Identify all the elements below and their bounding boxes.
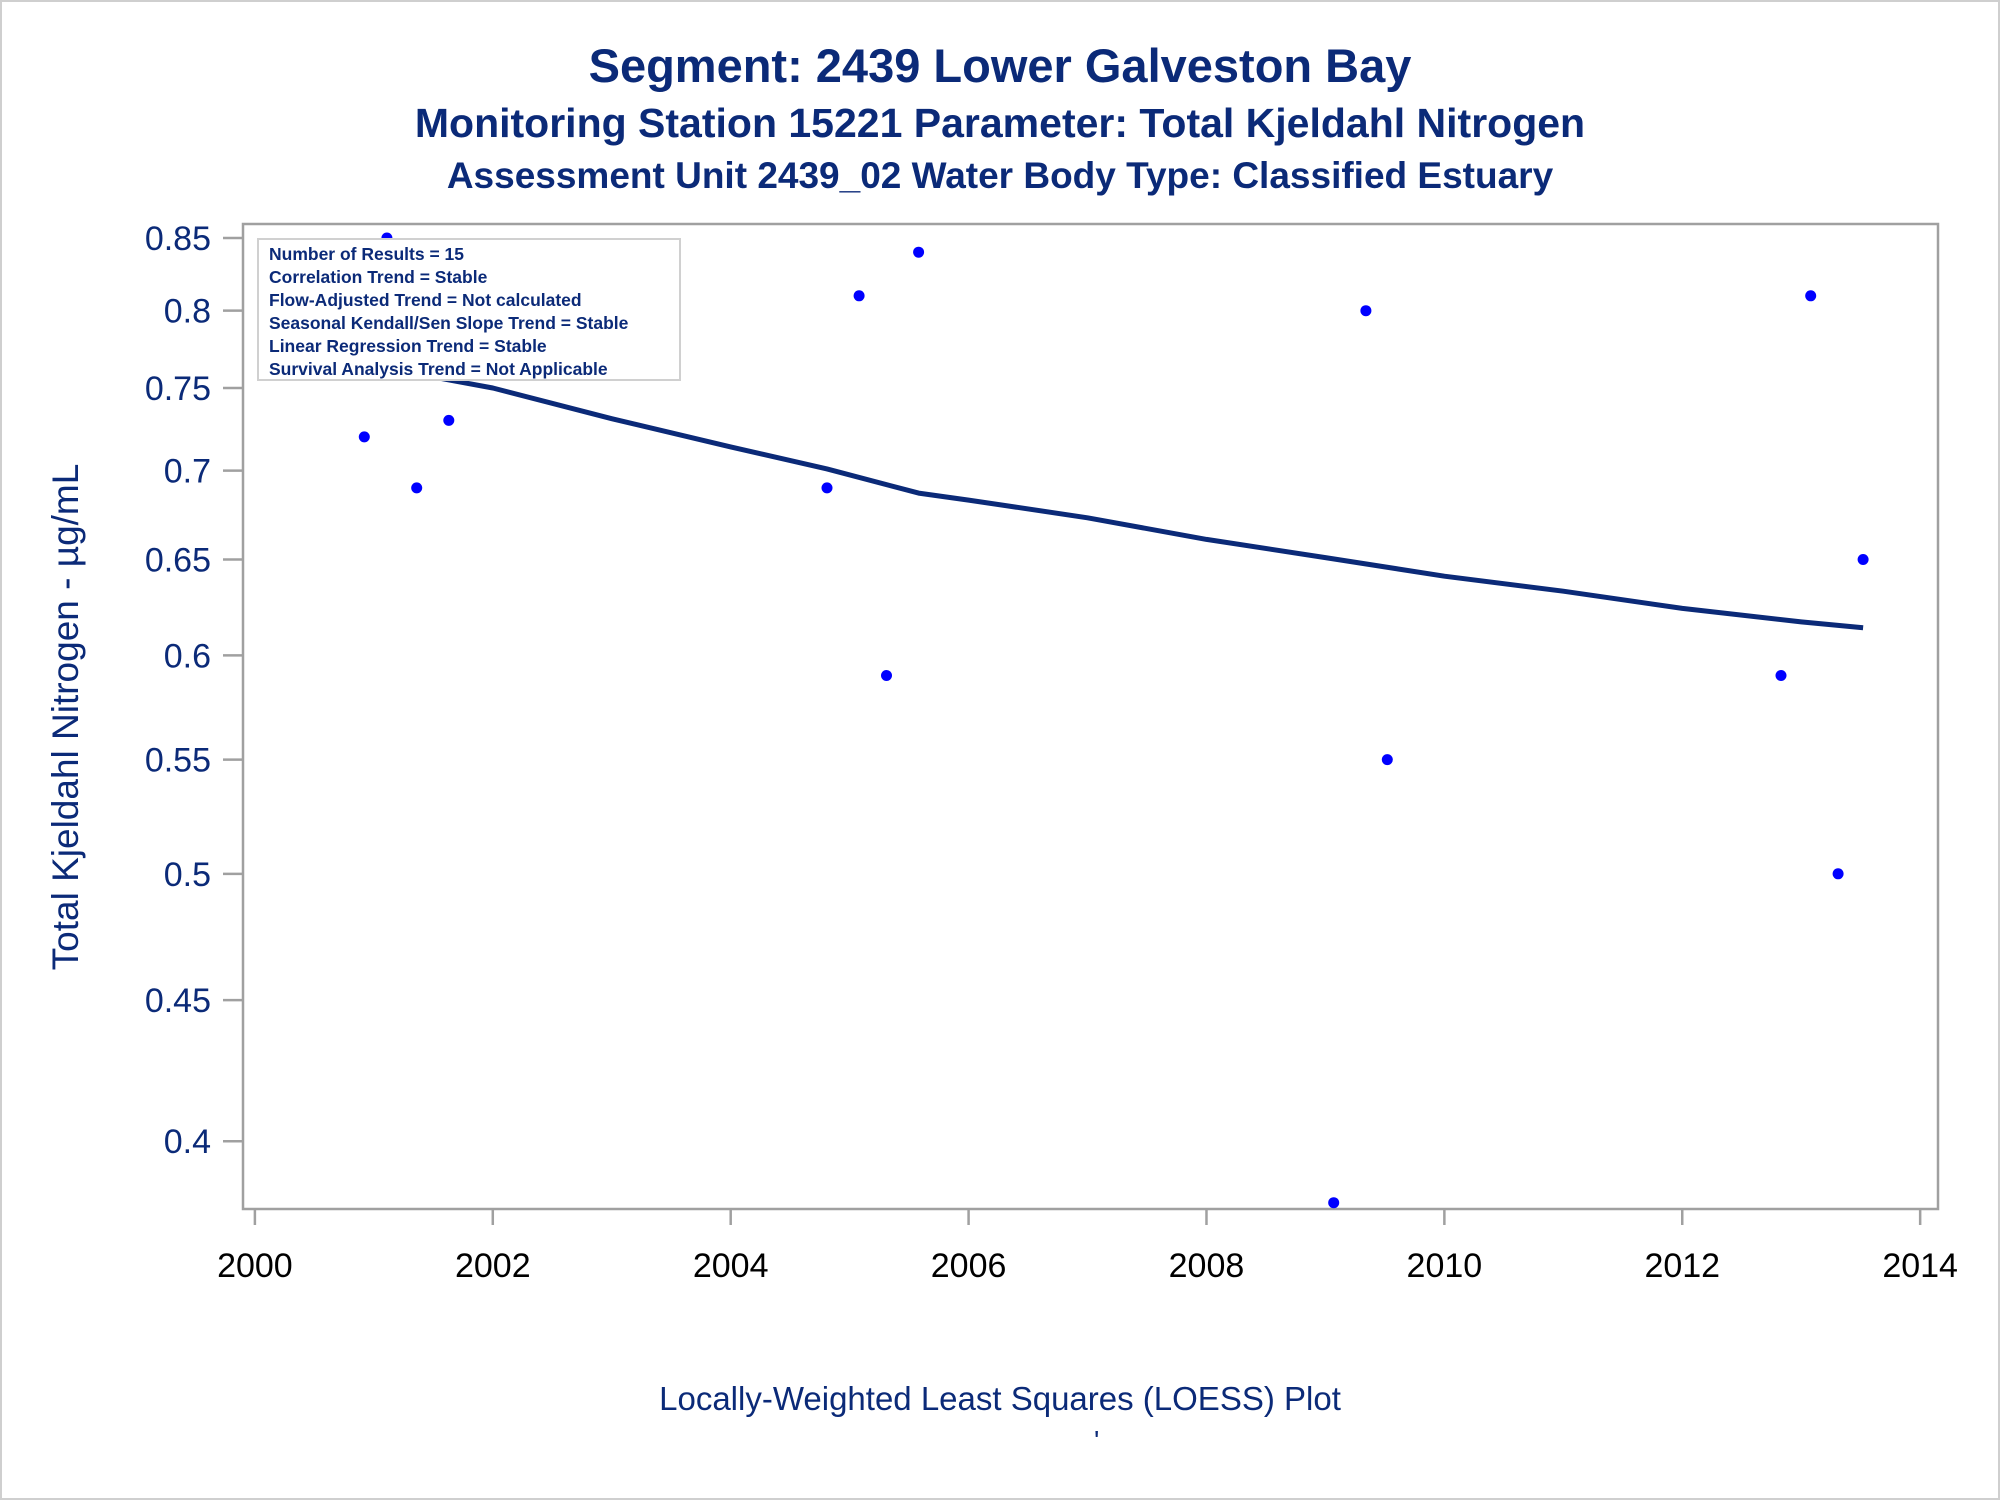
x-tick-label: 2000	[217, 1247, 293, 1285]
data-point	[1805, 290, 1817, 302]
y-tick-label: 0.75	[145, 370, 211, 408]
data-point	[1360, 305, 1372, 317]
x-tick-label: 2004	[693, 1247, 769, 1285]
x-tick-label: 2002	[455, 1247, 531, 1285]
x-tick-label: 2014	[1882, 1247, 1958, 1285]
footnote-mark: '	[1094, 1425, 1100, 1456]
data-point	[358, 431, 370, 443]
data-point	[1775, 670, 1787, 681]
points-layer	[358, 232, 1869, 1209]
x-tick-label: 2012	[1644, 1247, 1720, 1285]
footnote: Locally-Weighted Least Squares (LOESS) P…	[659, 1380, 1341, 1417]
data-point	[853, 290, 865, 302]
data-point	[821, 482, 833, 494]
stats-annotation-line: Survival Analysis Trend = Not Applicable	[269, 359, 608, 379]
y-tick-label: 0.4	[164, 1123, 211, 1161]
y-tick-label: 0.6	[164, 637, 211, 675]
stats-annotation-line: Number of Results = 15	[269, 244, 464, 264]
chart-title: Segment: 2439 Lower Galveston Bay	[588, 39, 1412, 92]
data-point	[443, 414, 455, 426]
y-tick-label: 0.5	[164, 856, 211, 894]
y-tick-label: 0.45	[145, 982, 211, 1020]
y-tick-label: 0.8	[164, 293, 211, 331]
stats-annotation-line: Linear Regression Trend = Stable	[269, 336, 547, 356]
stats-annotation-line: Correlation Trend = Stable	[269, 267, 488, 287]
data-point	[411, 482, 423, 494]
y-axis-label: Total Kjeldahl Nitrogen - µg/mL	[45, 464, 86, 971]
data-point	[1381, 754, 1393, 766]
chart-subtitle-2: Assessment Unit 2439_02 Water Body Type:…	[446, 155, 1554, 196]
stats-annotation-line: Seasonal Kendall/Sen Slope Trend = Stabl…	[269, 313, 629, 333]
data-point	[881, 670, 892, 681]
y-tick-label: 0.7	[164, 453, 211, 491]
x-tick-label: 2006	[931, 1247, 1007, 1285]
stats-annotation-line: Flow-Adjusted Trend = Not calculated	[269, 290, 582, 310]
y-tick-label: 0.85	[145, 220, 211, 258]
y-tick-label: 0.55	[145, 742, 211, 780]
x-tick-label: 2008	[1169, 1247, 1245, 1285]
data-point	[913, 246, 925, 258]
data-point	[1857, 554, 1869, 565]
plot-frame	[241, 222, 1940, 1211]
chart-subtitle: Monitoring Station 15221 Parameter: Tota…	[414, 100, 1586, 146]
stats-annotation-frame	[257, 238, 681, 381]
data-point	[1832, 868, 1844, 880]
stats-annotation-box: Number of Results = 15 Correlation Trend …	[257, 238, 681, 381]
data-point	[1328, 1197, 1340, 1209]
y-tick-label: 0.65	[145, 541, 211, 579]
x-tick-label: 2010	[1407, 1247, 1483, 1285]
y-axis: 0.4 0.45 0.5 0.55 0.6 0.65 0.7 0.75 0.8 0.85	[145, 220, 243, 1161]
loess-curve	[363, 361, 1864, 631]
loess-layer	[363, 361, 1864, 631]
x-axis: 2000 2002 2004 2006 2008 2010 2012 2014	[217, 1209, 1958, 1285]
